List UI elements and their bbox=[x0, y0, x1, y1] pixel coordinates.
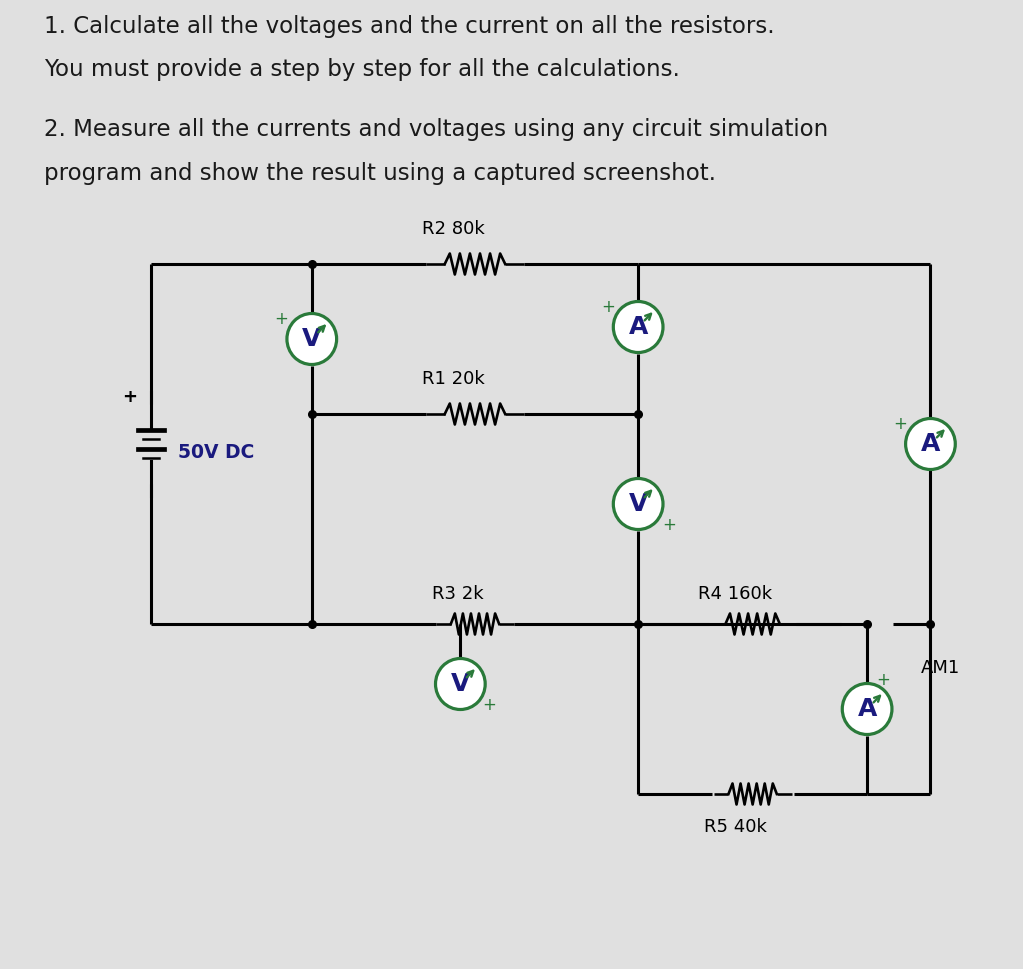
Text: 1. Calculate all the voltages and the current on all the resistors.: 1. Calculate all the voltages and the cu… bbox=[44, 15, 774, 38]
Text: +: + bbox=[483, 696, 496, 713]
Text: +: + bbox=[602, 297, 615, 316]
Text: R4 160k: R4 160k bbox=[698, 584, 772, 603]
Text: 2. Measure all the currents and voltages using any circuit simulation: 2. Measure all the currents and voltages… bbox=[44, 118, 828, 141]
Text: program and show the result using a captured screenshot.: program and show the result using a capt… bbox=[44, 162, 716, 185]
Text: 50V DC: 50V DC bbox=[178, 443, 255, 462]
Circle shape bbox=[436, 659, 485, 709]
Text: R1 20k: R1 20k bbox=[422, 369, 485, 388]
Text: V: V bbox=[451, 672, 470, 696]
Circle shape bbox=[905, 419, 955, 470]
Text: A: A bbox=[857, 697, 877, 720]
Text: +: + bbox=[663, 516, 676, 534]
Text: R3 2k: R3 2k bbox=[432, 584, 483, 603]
Text: R2 80k: R2 80k bbox=[422, 220, 485, 237]
Text: A: A bbox=[628, 315, 648, 338]
Text: You must provide a step by step for all the calculations.: You must provide a step by step for all … bbox=[44, 58, 679, 81]
Circle shape bbox=[842, 684, 892, 735]
Text: +: + bbox=[122, 388, 137, 406]
Text: +: + bbox=[876, 671, 890, 688]
Text: A: A bbox=[921, 431, 940, 455]
Text: V: V bbox=[302, 327, 321, 351]
Circle shape bbox=[614, 302, 663, 353]
Text: +: + bbox=[274, 310, 288, 328]
Text: R5 40k: R5 40k bbox=[704, 817, 766, 835]
Text: V: V bbox=[628, 491, 648, 516]
Text: +: + bbox=[893, 415, 907, 432]
Text: AM1: AM1 bbox=[921, 658, 960, 676]
Circle shape bbox=[286, 314, 337, 365]
Circle shape bbox=[614, 479, 663, 530]
